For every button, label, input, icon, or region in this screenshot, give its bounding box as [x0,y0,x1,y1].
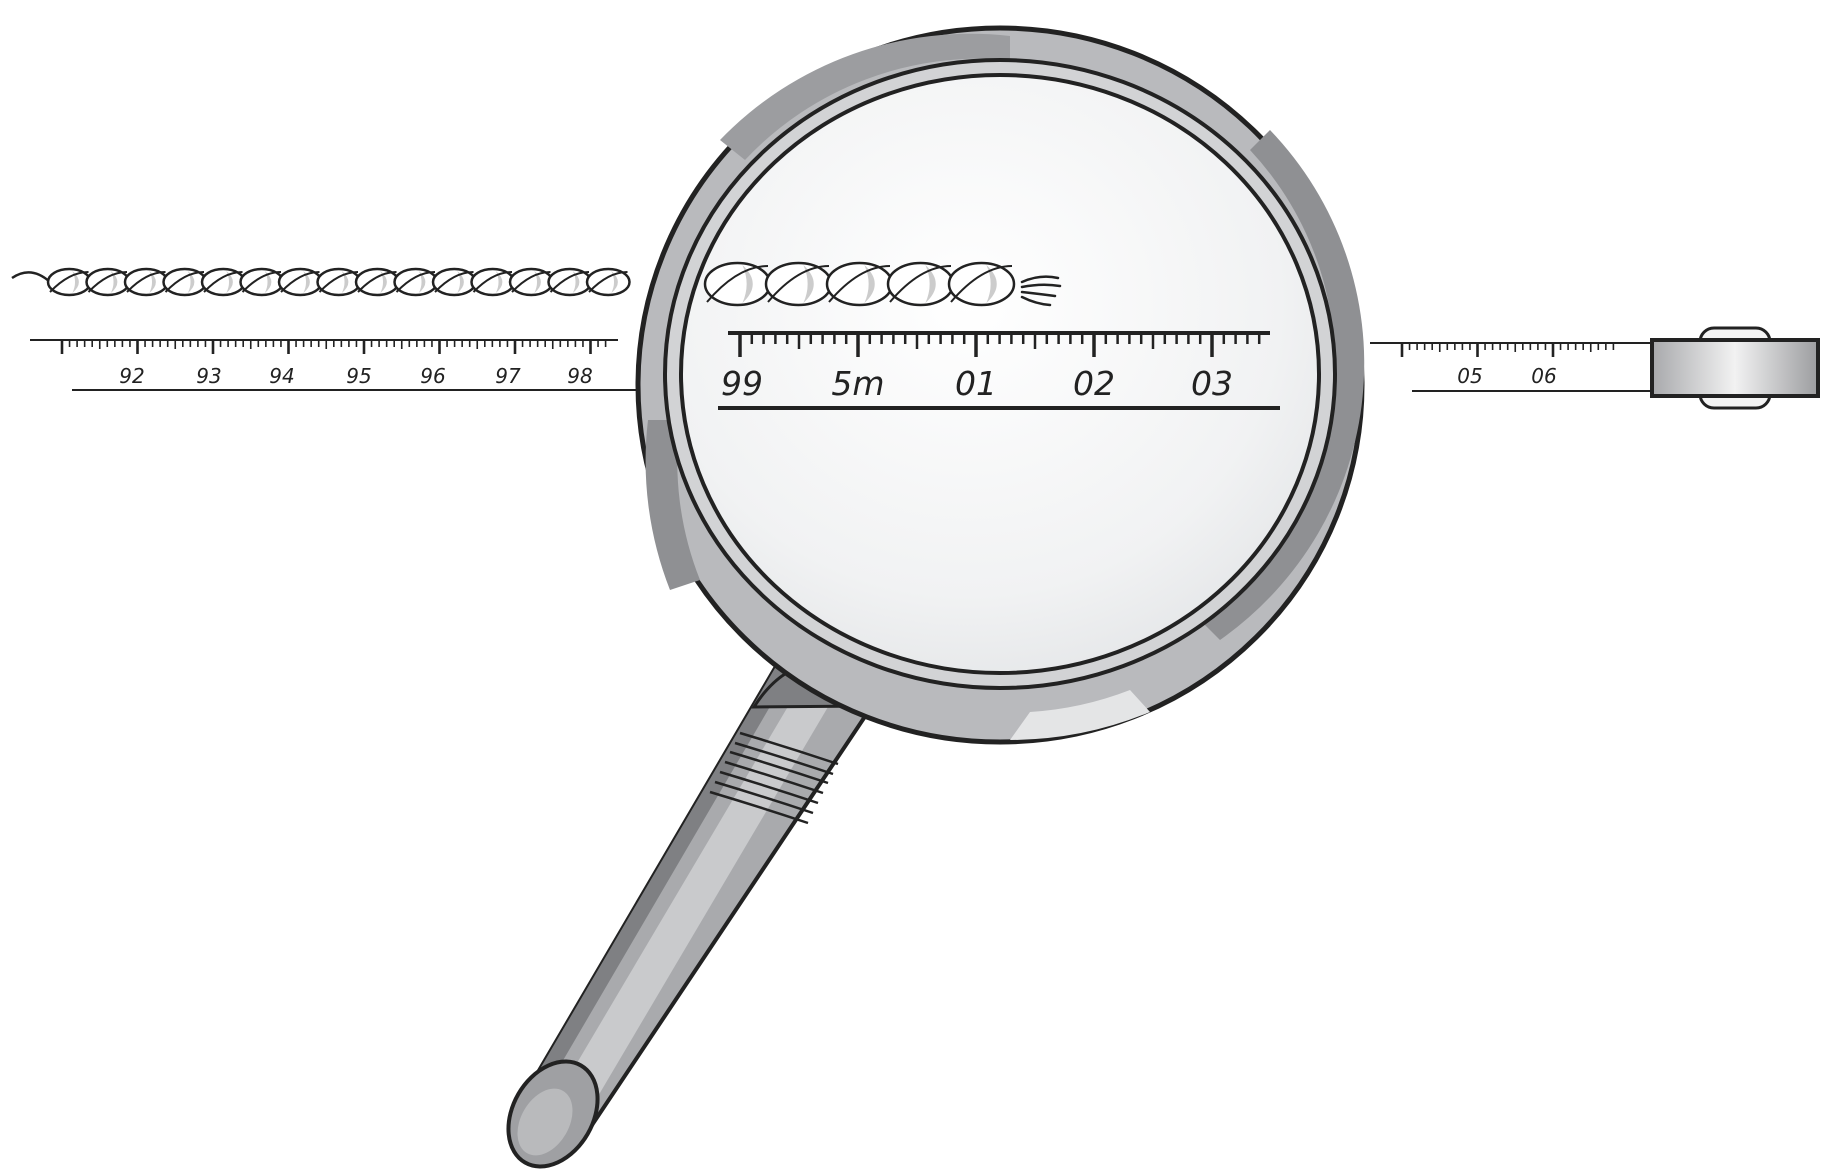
handle-grip-rings [709,731,839,825]
rope-segment-magnified [703,261,1016,307]
rope-twist [393,267,439,297]
rope-twist [431,267,477,297]
rope-twist [886,261,955,307]
tape-mag-ticks [738,333,1261,357]
rope-twist [585,267,631,297]
magnifier-lens [679,73,1321,675]
rope-twist [46,267,92,297]
tape-number-label: 96 [420,364,445,388]
tape-measure-reel-icon [1650,326,1820,410]
tape-number-label: 93 [196,364,221,388]
tape-number-label: 97 [495,364,521,388]
rope-twist [277,267,323,297]
rope-twist [354,267,400,297]
rope-twist [239,267,285,297]
tape-number-label: 92 [119,364,144,388]
tape-number-label: 06 [1531,364,1556,388]
tape-number-label: 98 [567,364,592,388]
tape-number-label: 01 [955,364,997,403]
tape-right-ticks [1400,343,1615,357]
rope-twist [470,267,516,297]
tape-number-label: 02 [1073,364,1115,403]
tape-number-label: 05 [1457,364,1482,388]
tape-number-label: 95 [346,364,371,388]
rope-twist [162,267,208,297]
tape-measure-magnified: 99 5m 01 02 03 [718,331,1280,410]
magnifier-handle [506,661,876,1169]
rope-frayed-end [1020,275,1062,307]
tape-measure-left-section: 92 93 94 95 96 97 98 [30,339,640,391]
tape-number-label: 5m [831,364,884,403]
rope-lead-strand [11,271,51,283]
rope-twist [200,267,246,297]
magnifying-glass-icon: 99 5m 01 02 03 [506,25,1365,1169]
rope-twist [547,267,593,297]
rope-twist [508,267,554,297]
rope-twist [703,261,772,307]
rope-twist [947,261,1016,307]
tape-measure-right-section: 05 06 [1370,326,1820,410]
rope-twist [764,261,833,307]
tape-number-label: 99 [721,364,763,403]
rope-twist [825,261,894,307]
tape-left-ticks [60,340,607,354]
rope-segment-left [11,267,631,297]
tape-number-label: 94 [269,364,294,388]
rope-twist [316,267,362,297]
tape-number-label: 03 [1191,364,1233,403]
rope-twist [123,267,169,297]
rope-twist [85,267,131,297]
